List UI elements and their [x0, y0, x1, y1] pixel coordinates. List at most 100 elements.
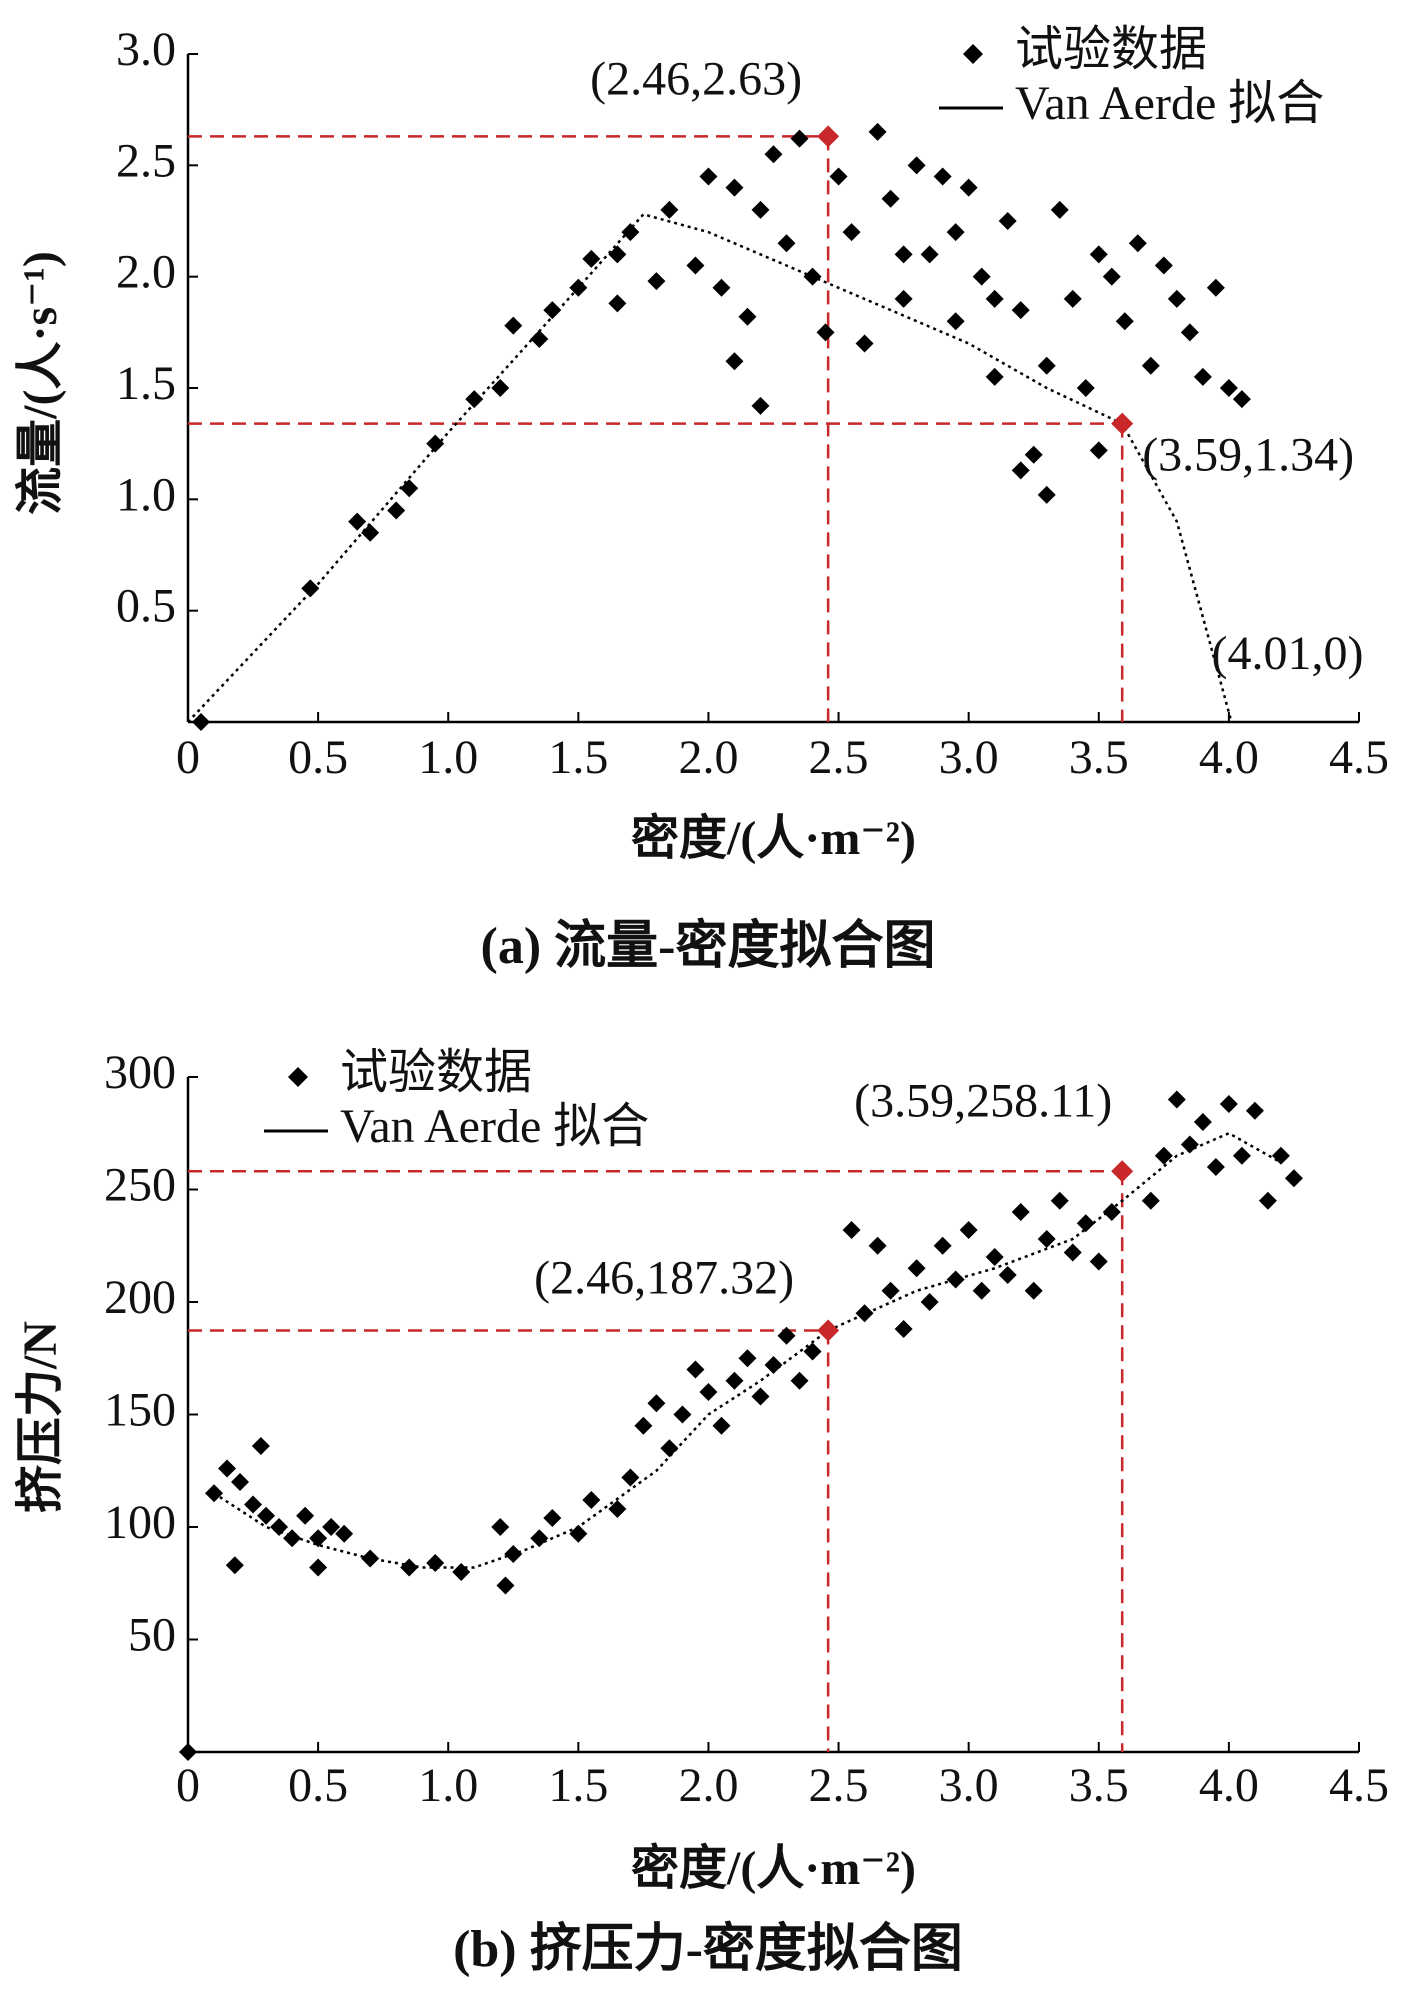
legend-label: 试验数据: [340, 1046, 532, 1099]
data-point: [673, 1405, 692, 1424]
data-point: [491, 1518, 510, 1536]
data-point: [1284, 1169, 1303, 1188]
data-point: [972, 1281, 991, 1300]
data-point: [1011, 461, 1030, 480]
highlight-label: (2.46,2.63): [590, 52, 802, 105]
data-point: [387, 501, 406, 520]
data-point: [803, 1342, 822, 1361]
data-point: [257, 1506, 276, 1525]
data-point: [946, 223, 965, 242]
data-point: [868, 122, 887, 141]
fit-line: [213, 1131, 1282, 1569]
data-point: [192, 713, 211, 731]
data-point: [855, 334, 874, 353]
y-tick-label: 150: [104, 1384, 176, 1437]
data-point: [218, 1459, 237, 1478]
highlight-point: [1111, 412, 1134, 435]
data-point: [1206, 278, 1225, 297]
x-tick-label: 2.5: [809, 731, 869, 784]
legend-label: 试验数据: [1015, 23, 1207, 76]
data-point: [1154, 1146, 1173, 1165]
data-point: [569, 1524, 588, 1543]
data-point: [309, 1529, 328, 1548]
data-point: [725, 352, 744, 371]
data-point: [1063, 289, 1082, 308]
highlight-point: [817, 125, 840, 148]
legend-label: Van Aerde 拟合: [340, 1100, 649, 1153]
x-axis-title: 密度/(人·m⁻²): [631, 812, 916, 865]
data-point: [1271, 1146, 1290, 1165]
x-tick-label: 2.0: [678, 1759, 738, 1812]
data-point: [530, 1529, 549, 1548]
data-point: [933, 1236, 952, 1255]
legend-marker: [963, 44, 983, 64]
data-point: [881, 189, 900, 208]
x-tick-label: 1.5: [548, 731, 608, 784]
data-point: [1089, 441, 1108, 460]
x-tick-label: 4.0: [1199, 1759, 1259, 1812]
data-point: [301, 579, 320, 598]
data-point: [309, 1558, 328, 1577]
data-point: [1258, 1191, 1277, 1210]
data-point: [1167, 289, 1186, 308]
data-point: [725, 1371, 744, 1390]
fit-line: [187, 212, 1233, 723]
data-point: [361, 523, 380, 542]
y-tick-label: 1.5: [116, 357, 176, 410]
data-point: [496, 1576, 515, 1595]
data-point: [894, 1320, 913, 1338]
data-point: [608, 1500, 627, 1518]
data-point: [465, 390, 484, 409]
data-point: [530, 330, 549, 349]
data-point: [1102, 1203, 1121, 1221]
data-point: [1219, 379, 1238, 397]
y-axis-title: 挤压力/N: [14, 1321, 67, 1513]
data-point: [725, 178, 744, 197]
data-point: [855, 1304, 874, 1323]
data-point: [1115, 312, 1134, 331]
x-tick-label: 1.5: [548, 1759, 608, 1812]
highlight-label: (3.59,258.11): [854, 1074, 1112, 1127]
data-point: [1141, 356, 1160, 375]
data-point: [1076, 379, 1095, 397]
data-point: [1141, 1191, 1160, 1210]
data-point: [660, 200, 679, 219]
data-point: [816, 323, 835, 342]
data-point: [1232, 390, 1251, 409]
data-point: [1089, 245, 1108, 264]
x-axis-title: 密度/(人·m⁻²): [631, 1842, 916, 1895]
y-tick-label: 3.0: [116, 23, 176, 76]
data-point: [738, 307, 757, 326]
data-point: [1050, 200, 1069, 219]
legend-label: Van Aerde 拟合: [1015, 77, 1324, 130]
x-tick-label: 0.5: [288, 731, 348, 784]
data-point: [985, 367, 1004, 386]
data-point: [907, 1259, 926, 1278]
data-point: [1193, 1113, 1212, 1131]
data-point: [452, 1563, 471, 1581]
data-point: [322, 1518, 341, 1536]
x-tick-label: 4.5: [1329, 1759, 1389, 1812]
x-tick-label: 4.0: [1199, 731, 1259, 784]
data-point: [1206, 1158, 1225, 1176]
data-point: [790, 129, 809, 148]
x-tick-label: 2.0: [678, 731, 738, 784]
data-point: [1037, 1230, 1056, 1248]
data-point: [1024, 445, 1043, 464]
data-point: [621, 223, 640, 242]
data-point: [1154, 256, 1173, 275]
data-point: [608, 245, 627, 264]
data-point: [920, 245, 939, 264]
y-tick-label: 2.0: [116, 246, 176, 299]
data-point: [335, 1524, 354, 1543]
data-point: [1219, 1095, 1238, 1113]
data-point: [251, 1437, 270, 1455]
y-tick-label: 200: [104, 1271, 176, 1324]
data-point: [907, 156, 926, 175]
data-point: [686, 256, 705, 275]
data-point: [712, 278, 731, 297]
highlight-point: [817, 1319, 840, 1342]
data-point: [348, 512, 367, 531]
x-tick-label: 0.5: [288, 1759, 348, 1812]
